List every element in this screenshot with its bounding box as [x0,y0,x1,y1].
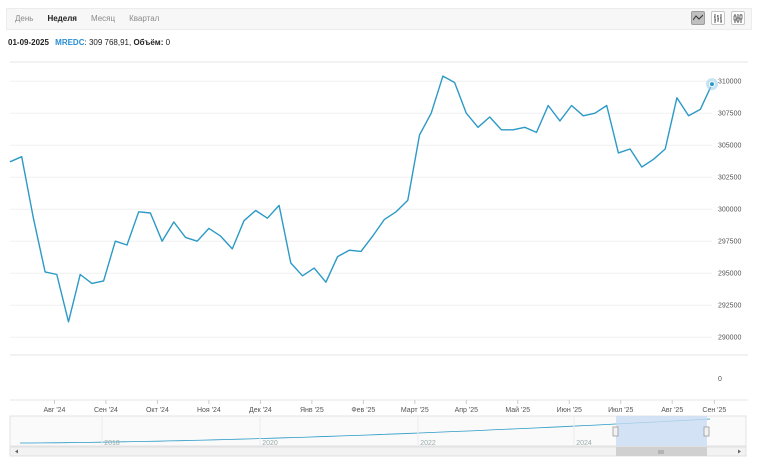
y-tick-label: 290000 [718,335,741,342]
x-tick-label: Дек '24 [249,407,272,414]
scroll-left-arrow-icon[interactable] [15,449,18,454]
ohlc-chart-icon[interactable] [711,11,725,25]
tab-month[interactable]: Месяц [90,14,116,23]
y-tick-label: 300000 [718,207,741,214]
current-value: : 309 768,91, [84,38,132,47]
x-tick-label: Авг '24 [43,407,65,414]
navigator-series-line [20,418,711,444]
y-tick-label: 295000 [718,271,741,278]
tab-day[interactable]: День [15,14,34,23]
volume-label: Объём: [133,38,164,47]
toolbar: День Неделя Месяц Квартал [6,8,752,30]
line-chart-icon[interactable] [691,11,705,25]
scrollbar-track [9,446,747,457]
tab-week[interactable]: Неделя [47,14,77,23]
x-tick-label: Июн '25 [557,407,582,414]
period-tabs: День Неделя Месяц Квартал [15,14,173,23]
x-tick-label: Июл '25 [608,407,633,414]
data-tooltip-line: 01-09-2025 MREDC: 309 768,91, Объём: 0 [8,38,170,47]
navigator-year-label: 2018 [104,440,120,447]
x-tick-label: Фев '25 [351,407,375,414]
navigator-year-label: 2022 [420,440,436,447]
price-series-line [9,75,713,323]
scrollbar-thumb[interactable] [616,447,707,456]
x-tick-label: Май '25 [505,406,530,414]
x-tick-label: Март '25 [401,407,429,414]
candlestick-chart-icon[interactable] [731,11,745,25]
x-tick-label: Авг '25 [661,407,683,414]
volume-tick-label: 0 [718,376,722,383]
navigator-right-handle[interactable] [703,426,710,437]
y-tick-label: 307500 [718,111,741,118]
ticker-symbol: MREDC [55,38,85,47]
y-tick-label: 305000 [718,143,741,150]
current-date: 01-09-2025 [8,38,49,47]
x-tick-label: Апр '25 [455,407,479,414]
last-point-marker [709,81,715,88]
chart-type-switcher [691,11,745,25]
y-tick-label: 310000 [718,79,741,86]
scroll-right-arrow-icon[interactable] [738,449,741,454]
scrollbar-grip-icon [658,450,664,454]
tab-quarter[interactable]: Квартал [129,14,160,23]
x-tick-label: Янв '25 [300,407,324,414]
volume-value: 0 [165,38,171,47]
y-tick-label: 297500 [718,239,741,246]
y-tick-label: 292500 [718,303,741,310]
x-tick-label: Ноя '24 [197,407,221,414]
x-tick-label: Окт '24 [146,407,169,414]
x-tick-label: Сен '24 [94,407,118,414]
y-tick-label: 302500 [718,175,741,182]
x-tick-label: Сен '25 [702,407,726,414]
navigator-year-label: 2024 [576,440,592,447]
navigator-year-label: 2020 [262,440,278,447]
navigator-left-handle[interactable] [612,426,619,437]
navigator-selection[interactable] [616,416,707,446]
